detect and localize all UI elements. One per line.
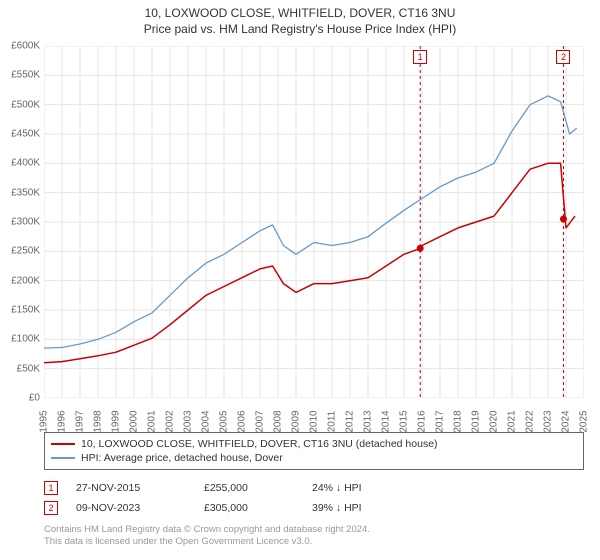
x-tick-label: 2011 <box>327 411 338 433</box>
y-tick-label: £50K <box>0 363 40 374</box>
footnote-line: This data is licensed under the Open Gov… <box>44 536 584 548</box>
x-tick-label: 2022 <box>525 410 536 432</box>
legend: 10, LOXWOOD CLOSE, WHITFIELD, DOVER, CT1… <box>44 432 584 470</box>
x-tick-label: 2024 <box>561 410 572 432</box>
y-tick-label: £400K <box>0 158 40 169</box>
x-tick-label: 2007 <box>255 410 266 432</box>
footnote-line: Contains HM Land Registry data © Crown c… <box>44 524 584 536</box>
x-tick-label: 2018 <box>453 410 464 432</box>
x-tick-label: 1999 <box>111 410 122 432</box>
x-tick-label: 2008 <box>273 410 284 432</box>
x-tick-label: 2013 <box>363 410 374 432</box>
legend-label: HPI: Average price, detached house, Dove… <box>81 452 283 464</box>
x-tick-label: 1997 <box>75 410 86 432</box>
x-tick-label: 2010 <box>309 410 320 432</box>
x-tick-label: 2009 <box>291 410 302 432</box>
transaction-diff: 39% ↓ HPI <box>312 502 362 514</box>
y-tick-label: £450K <box>0 129 40 140</box>
legend-swatch <box>51 457 75 459</box>
footnote: Contains HM Land Registry data © Crown c… <box>44 524 584 549</box>
transaction-row: 1 27-NOV-2015 £255,000 24% ↓ HPI <box>44 478 584 498</box>
transactions-table: 1 27-NOV-2015 £255,000 24% ↓ HPI 2 09-NOV-202… <box>44 478 584 518</box>
chart-title: 10, LOXWOOD CLOSE, WHITFIELD, DOVER, CT1… <box>0 6 600 20</box>
y-tick-label: £100K <box>0 334 40 345</box>
x-tick-label: 2005 <box>219 410 230 432</box>
x-tick-label: 2004 <box>201 410 212 432</box>
x-tick-label: 2023 <box>543 410 554 432</box>
x-tick-label: 2006 <box>237 410 248 432</box>
transaction-badge: 2 <box>44 501 58 515</box>
legend-swatch <box>51 443 75 445</box>
transaction-price: £305,000 <box>204 502 294 514</box>
transaction-diff: 24% ↓ HPI <box>312 482 362 494</box>
transaction-date: 27-NOV-2015 <box>76 482 186 494</box>
x-tick-label: 2002 <box>165 410 176 432</box>
y-tick-label: £0 <box>0 393 40 404</box>
y-tick-label: £250K <box>0 246 40 257</box>
below-chart: 10, LOXWOOD CLOSE, WHITFIELD, DOVER, CT1… <box>44 432 584 549</box>
x-tick-label: 2015 <box>399 410 410 432</box>
chart-marker-badge: 1 <box>413 50 427 64</box>
y-tick-label: £600K <box>0 41 40 52</box>
x-tick-label: 1995 <box>39 410 50 432</box>
transaction-date: 09-NOV-2023 <box>76 502 186 514</box>
x-tick-label: 2012 <box>345 410 356 432</box>
y-tick-label: £500K <box>0 99 40 110</box>
y-tick-label: £300K <box>0 217 40 228</box>
x-tick-label: 1998 <box>93 410 104 432</box>
chart-svg <box>44 46 584 398</box>
chart-plot-area: £0£50K£100K£150K£200K£250K£300K£350K£400… <box>44 46 584 398</box>
y-tick-label: £550K <box>0 70 40 81</box>
x-tick-label: 2019 <box>471 410 482 432</box>
x-tick-label: 2000 <box>129 410 140 432</box>
x-tick-label: 1996 <box>57 410 68 432</box>
transaction-price: £255,000 <box>204 482 294 494</box>
x-tick-label: 2003 <box>183 410 194 432</box>
legend-row: 10, LOXWOOD CLOSE, WHITFIELD, DOVER, CT1… <box>51 437 577 451</box>
y-tick-label: £200K <box>0 275 40 286</box>
x-tick-label: 2016 <box>417 410 428 432</box>
chart-container: 10, LOXWOOD CLOSE, WHITFIELD, DOVER, CT1… <box>0 0 600 560</box>
x-tick-label: 2014 <box>381 410 392 432</box>
chart-titles: 10, LOXWOOD CLOSE, WHITFIELD, DOVER, CT1… <box>0 0 600 36</box>
legend-label: 10, LOXWOOD CLOSE, WHITFIELD, DOVER, CT1… <box>81 438 438 450</box>
chart-marker-badge: 2 <box>556 50 570 64</box>
x-tick-label: 2017 <box>435 410 446 432</box>
x-tick-label: 2025 <box>579 410 590 432</box>
y-tick-label: £350K <box>0 187 40 198</box>
chart-subtitle: Price paid vs. HM Land Registry's House … <box>0 22 600 36</box>
y-tick-label: £150K <box>0 305 40 316</box>
legend-row: HPI: Average price, detached house, Dove… <box>51 451 577 465</box>
transaction-badge: 1 <box>44 481 58 495</box>
x-tick-label: 2020 <box>489 410 500 432</box>
x-tick-label: 2001 <box>147 410 158 432</box>
transaction-row: 2 09-NOV-2023 £305,000 39% ↓ HPI <box>44 498 584 518</box>
x-tick-label: 2021 <box>507 410 518 432</box>
